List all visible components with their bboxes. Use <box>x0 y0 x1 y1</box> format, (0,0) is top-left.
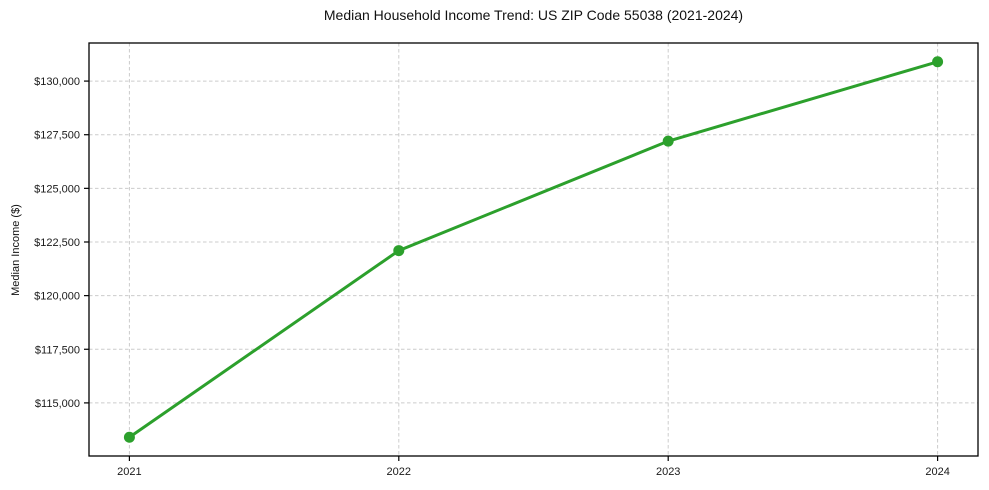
trend-line <box>127 60 940 439</box>
data-point-2021 <box>123 431 135 443</box>
x-tick-label: 2022 <box>387 466 411 478</box>
y-tick-label: $127,500 <box>34 130 80 142</box>
y-tick-label: $117,500 <box>35 344 80 356</box>
x-tick-label: 2021 <box>117 466 141 478</box>
data-point-2023 <box>662 135 674 147</box>
data-point-2024 <box>932 56 944 68</box>
y-tick-label: $122,500 <box>34 237 80 249</box>
plot-border <box>88 42 979 457</box>
x-tick-label: 2024 <box>925 466 949 478</box>
y-tick-label: $125,000 <box>34 183 80 195</box>
y-tick-label: $115,000 <box>35 398 80 410</box>
x-tick-label: 2023 <box>656 466 680 478</box>
y-tick-label: $130,000 <box>34 76 80 88</box>
y-tick-label: $120,000 <box>34 291 80 303</box>
data-point-2022 <box>393 245 405 257</box>
chart-title: Median Household Income Trend: US ZIP Co… <box>323 7 744 23</box>
